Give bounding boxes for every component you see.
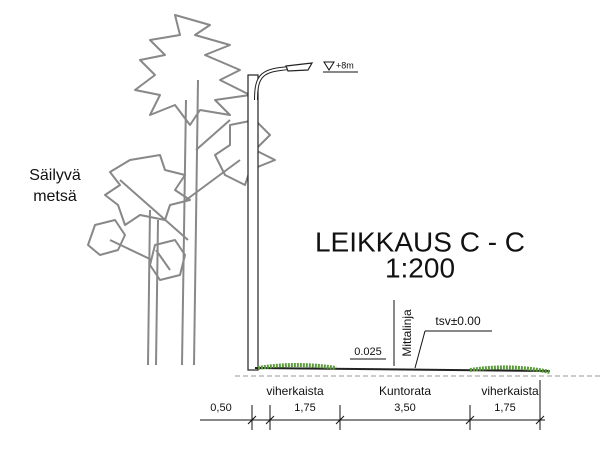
path-surface xyxy=(254,367,551,372)
scale-label: 1:200 xyxy=(385,252,455,283)
level-label: tsv±0.00 xyxy=(435,314,481,328)
forest-label: metsä xyxy=(33,188,77,205)
measure-line-label: Mittalinja xyxy=(400,309,414,357)
section-title: LEIKKAUS C - C xyxy=(315,226,525,257)
height-label: +8m xyxy=(336,60,354,70)
zone-width: 1,75 xyxy=(494,402,515,414)
zone-name: Kuntorata xyxy=(379,384,431,398)
slope-label: 0.025 xyxy=(354,346,382,358)
grass xyxy=(257,363,337,370)
zone-width: 3,50 xyxy=(394,402,415,414)
trees xyxy=(87,14,276,366)
zone-name: viherkaista xyxy=(481,384,539,398)
grass xyxy=(469,365,551,374)
dimension-line xyxy=(200,380,545,430)
forest-label: Säilyvä xyxy=(29,167,81,184)
zone-name: viherkaista xyxy=(266,384,324,398)
zone-width: 1,75 xyxy=(294,402,315,414)
lamp-post xyxy=(247,61,358,371)
zone-width: 0,50 xyxy=(210,402,231,414)
